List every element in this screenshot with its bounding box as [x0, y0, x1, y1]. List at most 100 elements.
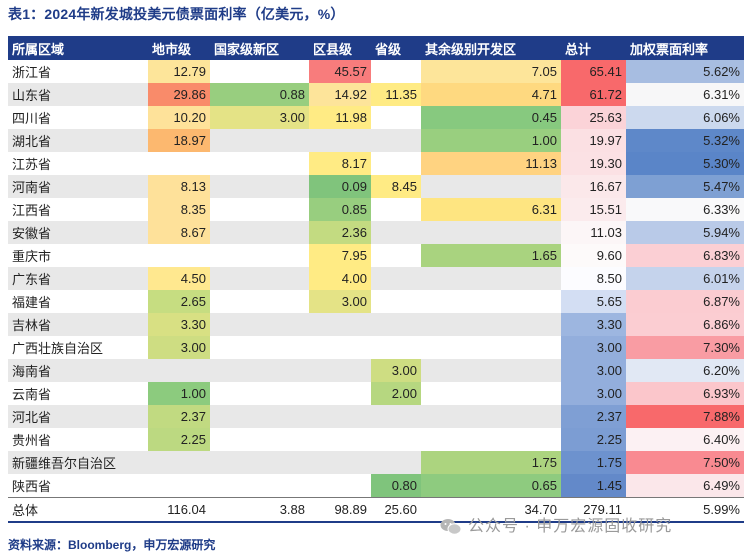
value-cell	[210, 198, 309, 221]
value-cell	[210, 129, 309, 152]
value-cell	[210, 405, 309, 428]
value-cell: 8.17	[309, 152, 371, 175]
region-cell: 浙江省	[12, 65, 52, 80]
value-cell	[210, 359, 309, 382]
value-cell	[371, 106, 421, 129]
value-cell: 0.80	[371, 474, 421, 498]
table-row: 河南省 8.13 0.09 8.45 16.67 5.47%	[8, 175, 744, 198]
region-cell: 河南省	[8, 175, 148, 198]
value-cell: 5.47%	[626, 175, 744, 198]
region-cell: 陕西省	[12, 479, 52, 494]
table-row: 云南省 1.00 2.00 3.00 6.93%	[8, 382, 744, 405]
value-cell: 19.97	[561, 129, 626, 152]
value-cell	[210, 428, 309, 451]
value-cell	[371, 405, 421, 428]
value-cell: 1.75	[561, 451, 626, 474]
value-cell: 8.50	[561, 267, 626, 290]
table-row: 陕西省 0.80 0.65 1.45 6.49%	[8, 474, 744, 498]
value-cell	[210, 175, 309, 198]
total-value: 5.99%	[626, 497, 744, 523]
value-cell: 6.83%	[626, 244, 744, 267]
table-row: 山东省 29.86 0.88 14.92 11.35 4.71 61.72 6.31%	[8, 83, 744, 106]
value-cell: 0.09	[309, 175, 371, 198]
value-cell	[210, 382, 309, 405]
table-row: 贵州省 2.25 2.25 6.40%	[8, 428, 744, 451]
watermark-text: 公众号 · 申万宏源固收研究	[468, 518, 673, 535]
value-cell: 2.25	[148, 428, 210, 451]
value-cell: 1.00	[421, 129, 561, 152]
table-row: 江西省 8.35 0.85 6.31 15.51 6.33%	[8, 198, 744, 221]
value-cell: 1.45	[561, 474, 626, 498]
value-cell	[210, 290, 309, 313]
region-cell: 河北省	[8, 405, 148, 428]
table-row: 重庆市 7.95 1.65 9.60 6.83%	[8, 244, 744, 267]
value-cell: 6.93%	[626, 382, 744, 405]
column-header: 地市级	[148, 36, 210, 60]
table-row: 新疆维吾尔自治区 1.75 1.75 7.50%	[8, 451, 744, 474]
value-cell: 3.00	[210, 106, 309, 129]
value-cell	[371, 313, 421, 336]
value-cell: 19.30	[561, 152, 626, 175]
value-cell	[371, 267, 421, 290]
value-cell	[421, 175, 561, 198]
value-cell: 12.79	[148, 60, 210, 83]
value-cell: 3.00	[148, 336, 210, 359]
value-cell	[210, 60, 309, 83]
value-cell: 14.92	[309, 83, 371, 106]
value-cell: 2.37	[148, 405, 210, 428]
value-cell: 6.49%	[626, 474, 744, 498]
value-cell: 5.32%	[626, 129, 744, 152]
value-cell	[309, 129, 371, 152]
value-cell: 8.45	[371, 175, 421, 198]
table-row: 福建省 2.65 3.00 5.65 6.87%	[8, 290, 744, 313]
table-row: 广西壮族自治区 3.00 3.00 7.30%	[8, 336, 744, 359]
value-cell: 1.75	[421, 451, 561, 474]
table-header-row: 所属区域 地市级 国家级新区 区县级 省级 其余级别开发区 总计 加权票面利率	[8, 36, 744, 60]
value-cell	[210, 244, 309, 267]
region-cell: 贵州省	[12, 433, 52, 448]
value-cell: 6.31	[421, 198, 561, 221]
value-cell	[371, 129, 421, 152]
value-cell	[309, 428, 371, 451]
total-label: 总体	[8, 497, 148, 523]
value-cell	[148, 244, 210, 267]
value-cell: 7.05	[421, 60, 561, 83]
value-cell: 6.06%	[626, 106, 744, 129]
value-cell: 8.35	[148, 198, 210, 221]
region-cell: 江苏省	[12, 157, 52, 172]
table-row: 吉林省 3.30 3.30 6.86%	[8, 313, 744, 336]
value-cell: 11.13	[421, 152, 561, 175]
column-header: 所属区域	[8, 36, 148, 60]
value-cell: 10.20	[148, 106, 210, 129]
value-cell	[309, 382, 371, 405]
value-cell	[210, 313, 309, 336]
table-row: 湖北省 18.97 1.00 19.97 5.32%	[8, 129, 744, 152]
value-cell	[210, 152, 309, 175]
value-cell: 0.85	[309, 198, 371, 221]
value-cell	[148, 474, 210, 498]
value-cell	[210, 451, 309, 474]
value-cell: 3.00	[561, 359, 626, 382]
value-cell	[210, 221, 309, 244]
table-row: 安徽省 8.67 2.36 11.03 5.94%	[8, 221, 744, 244]
value-cell: 25.63	[561, 106, 626, 129]
table-row: 海南省 3.00 3.00 6.20%	[8, 359, 744, 382]
table-row: 河北省 2.37 2.37 7.88%	[8, 405, 744, 428]
column-header: 区县级	[309, 36, 371, 60]
value-cell: 18.97	[148, 129, 210, 152]
table-body: 浙江省 12.79 45.57 7.05 65.41 5.62% 山东省 29.86 0.88 1…	[8, 60, 744, 523]
region-cell: 福建省	[12, 295, 52, 310]
total-value: 34.70	[421, 497, 561, 523]
value-cell: 7.30%	[626, 336, 744, 359]
value-cell: 1.65	[421, 244, 561, 267]
value-cell: 3.00	[371, 359, 421, 382]
value-cell	[309, 359, 371, 382]
region-cell: 重庆市	[12, 249, 52, 264]
value-cell	[148, 359, 210, 382]
value-cell	[421, 336, 561, 359]
value-cell: 4.71	[421, 83, 561, 106]
value-cell: 11.35	[371, 83, 421, 106]
region-cell: 山东省	[8, 83, 148, 106]
value-cell	[421, 267, 561, 290]
value-cell: 6.33%	[626, 198, 744, 221]
